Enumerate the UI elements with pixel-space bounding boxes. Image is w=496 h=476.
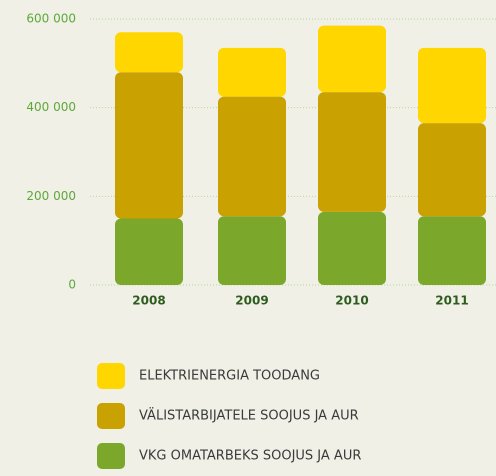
legend-label: ELEKTRIENERGIA TOODANG [139, 369, 320, 384]
x-tick-label: 2011 [435, 294, 468, 308]
y-tick-label: 600 000 [26, 12, 76, 26]
bar-segment [318, 25, 386, 93]
y-tick-label: 200 000 [26, 189, 76, 203]
bar-segment [418, 123, 486, 217]
y-tick-label: 0 [68, 278, 76, 292]
legend-swatch [97, 363, 125, 389]
bar-segment [115, 32, 183, 73]
bar-segment [218, 216, 286, 285]
legend-label: VKG OMATARBEKS SOOJUS JA AUR [139, 449, 361, 464]
bar-segment [115, 72, 183, 219]
bar-segment [418, 47, 486, 124]
y-tick-label: 400 000 [26, 100, 76, 114]
bar-segment [218, 96, 286, 217]
x-tick-label: 2008 [132, 294, 165, 308]
legend-label: VÄLISTARBIJATELE SOOJUS JA AUR [139, 408, 359, 424]
bar-segment [318, 92, 386, 212]
bar-segment [318, 211, 386, 285]
bar-segment [418, 216, 486, 285]
bar-segment [115, 218, 183, 285]
legend-swatch [97, 403, 125, 429]
x-tick-label: 2009 [235, 294, 268, 308]
x-tick-label: 2010 [335, 294, 368, 308]
bar-segment [218, 47, 286, 97]
legend-swatch [97, 443, 125, 469]
